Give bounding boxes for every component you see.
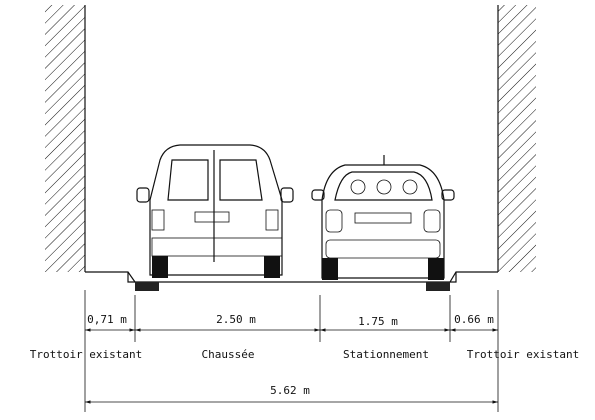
dimension-label: 0.66 m	[454, 313, 494, 326]
zone-label: Trottoir existant	[30, 348, 143, 361]
zone-label: Trottoir existant	[467, 348, 580, 361]
right-curb	[426, 282, 450, 291]
dimension-label: 0,71 m	[87, 313, 127, 326]
total-label: 5.62 m	[270, 384, 310, 397]
van	[136, 144, 294, 278]
ground	[85, 271, 498, 283]
right-wall	[498, 5, 536, 272]
dimension-label: 1.75 m	[358, 315, 398, 328]
zone-label: Chaussée	[202, 348, 255, 361]
dimension-label: 2.50 m	[216, 313, 256, 326]
car	[311, 155, 455, 280]
zone-label: Stationnement	[343, 348, 429, 361]
left-wall	[45, 5, 85, 272]
left-curb	[135, 282, 159, 291]
